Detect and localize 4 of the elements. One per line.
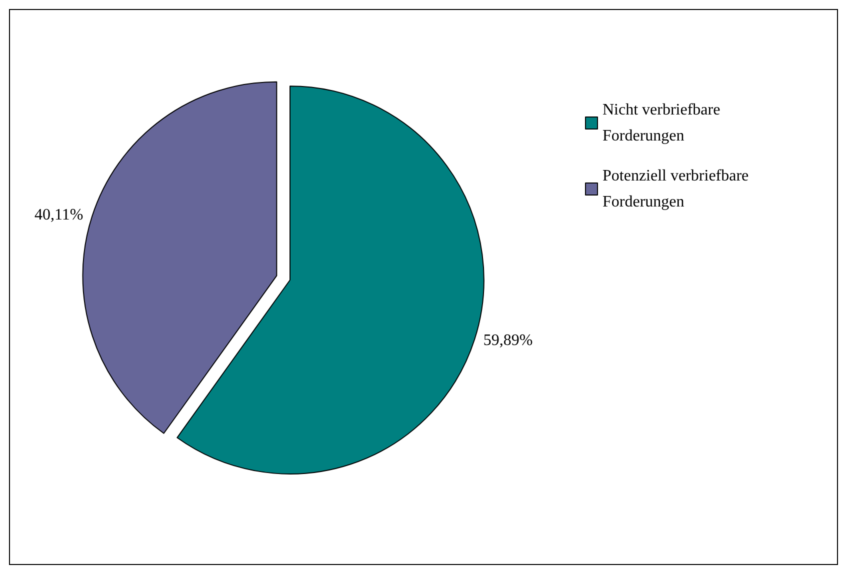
data-label: 59,89% bbox=[483, 332, 533, 350]
data-label: 40,11% bbox=[34, 206, 84, 224]
legend-label: Potenziell verbriefbare Forderungen bbox=[602, 168, 753, 210]
legend-label: Nicht verbriefbare Forderungen bbox=[602, 102, 724, 144]
